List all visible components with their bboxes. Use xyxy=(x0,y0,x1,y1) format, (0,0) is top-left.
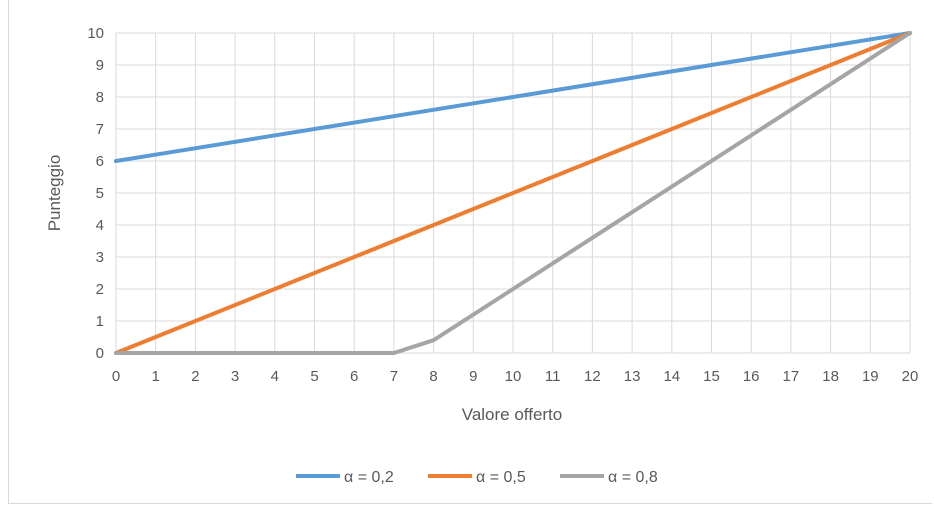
legend: α = 0,2 α = 0,5 α = 0,8 xyxy=(296,469,658,486)
x-tick-label: 10 xyxy=(505,368,522,385)
x-axis-label: Valore offerto xyxy=(462,405,563,424)
y-tick-label: 7 xyxy=(96,121,104,138)
legend-label-3: α = 0,8 xyxy=(608,469,658,486)
y-tick-labels: 0 1 2 3 4 5 6 7 8 9 10 xyxy=(87,25,104,362)
x-tick-label: 2 xyxy=(191,368,199,385)
series-line-2 xyxy=(114,31,912,355)
x-tick-labels: 0 1 2 3 4 5 6 7 8 9 10 11 12 13 14 15 16 17 18 19 20 xyxy=(112,368,919,385)
y-tick-label: 8 xyxy=(96,89,104,106)
y-tick-label: 5 xyxy=(96,185,104,202)
x-tick-label: 15 xyxy=(703,368,720,385)
x-tick-label: 5 xyxy=(310,368,318,385)
x-tick-label: 20 xyxy=(902,368,919,385)
series-line-3 xyxy=(114,31,912,355)
y-tick-label: 10 xyxy=(87,25,104,42)
x-tick-label: 11 xyxy=(545,368,561,385)
x-tick-label: 18 xyxy=(822,368,839,385)
x-tick-label: 8 xyxy=(429,368,437,385)
x-tick-label: 12 xyxy=(584,368,601,385)
x-tick-label: 4 xyxy=(271,368,279,385)
legend-label-2: α = 0,5 xyxy=(476,469,526,486)
x-tick-label: 1 xyxy=(152,368,160,385)
x-tick-label: 16 xyxy=(743,368,760,385)
x-tick-label: 17 xyxy=(783,368,800,385)
series-lines xyxy=(114,31,912,355)
y-tick-label: 9 xyxy=(96,57,104,74)
y-tick-label: 3 xyxy=(96,249,104,266)
y-tick-label: 4 xyxy=(96,217,104,234)
x-tick-label: 9 xyxy=(469,368,477,385)
series-line-1 xyxy=(114,31,912,163)
x-tick-label: 6 xyxy=(350,368,358,385)
y-tick-label: 2 xyxy=(96,281,104,298)
y-tick-label: 6 xyxy=(96,153,104,170)
x-tick-label: 13 xyxy=(624,368,641,385)
x-tick-label: 14 xyxy=(663,368,680,385)
y-tick-label: 0 xyxy=(96,345,104,362)
legend-label-1: α = 0,2 xyxy=(344,469,394,486)
y-axis-label: Punteggio xyxy=(45,155,64,232)
chart-frame xyxy=(8,0,932,504)
x-tick-label: 3 xyxy=(231,368,239,385)
x-tick-label: 19 xyxy=(862,368,879,385)
x-tick-label: 7 xyxy=(390,368,398,385)
y-tick-label: 1 xyxy=(96,313,104,330)
x-tick-label: 0 xyxy=(112,368,120,385)
